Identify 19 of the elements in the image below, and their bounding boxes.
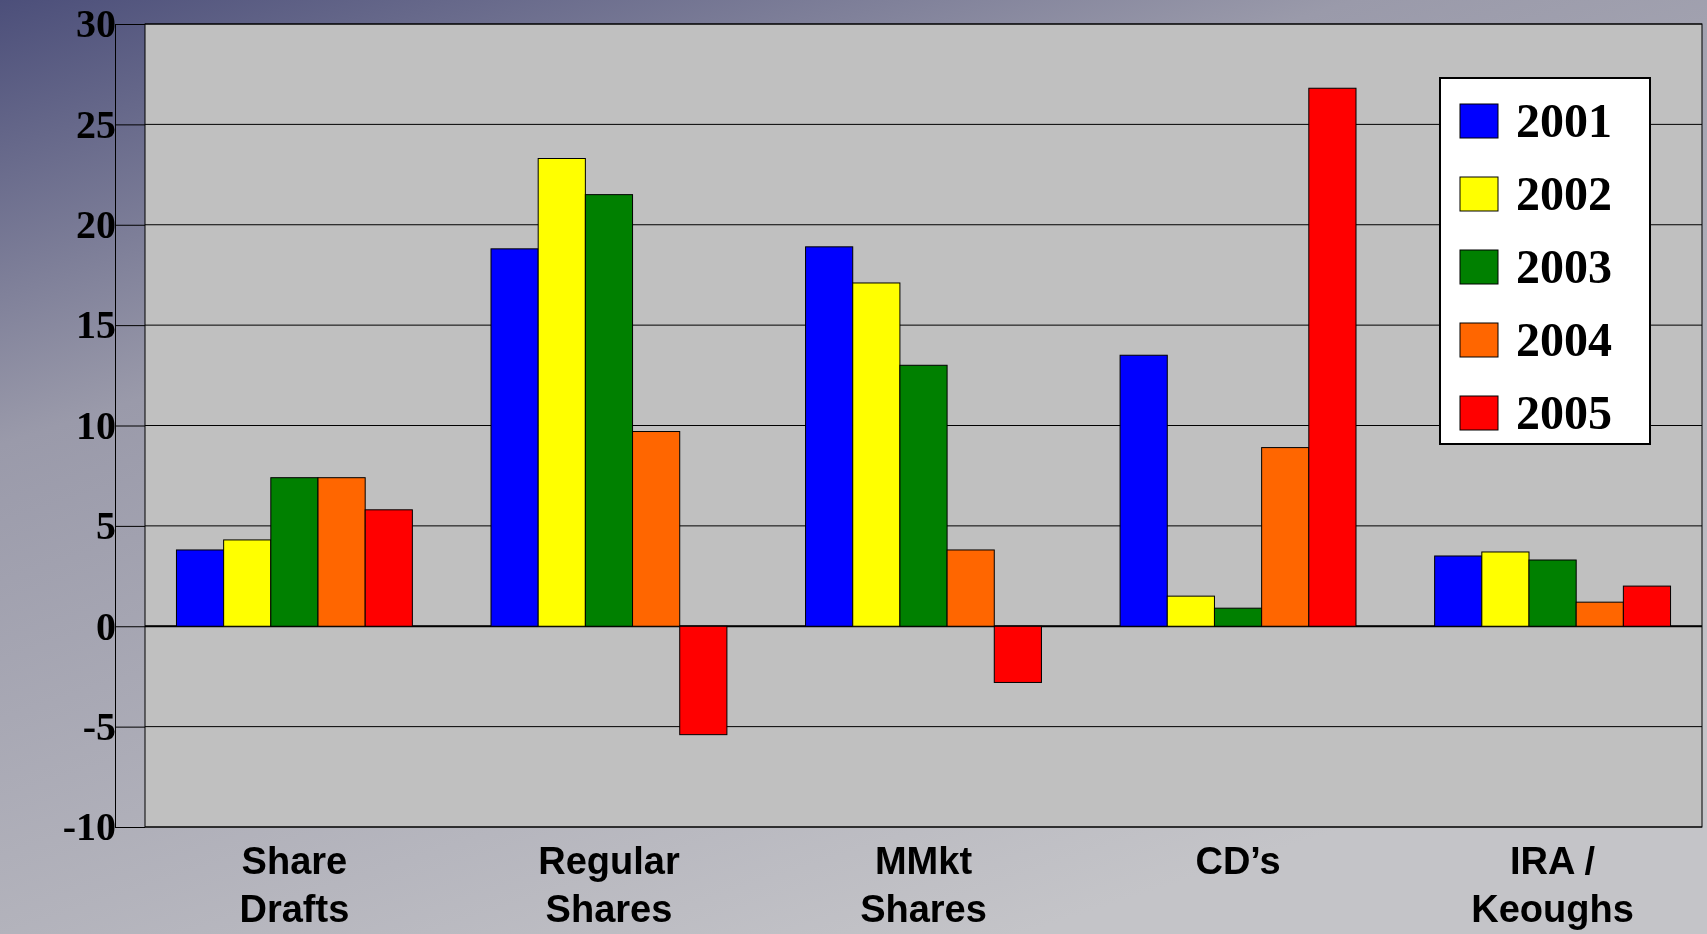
y-tick-label: 5 bbox=[96, 503, 116, 549]
x-tick-label: CD’s bbox=[1195, 840, 1281, 882]
y-tick-label: 15 bbox=[76, 302, 116, 348]
legend-label: 2001 bbox=[1516, 94, 1612, 147]
x-tick-label: IRA / Keoughs bbox=[1471, 840, 1634, 930]
legend-label: 2003 bbox=[1516, 240, 1612, 293]
legend-label: 2002 bbox=[1516, 167, 1612, 220]
y-tick-label: 30 bbox=[76, 1, 116, 47]
y-tick-label: -5 bbox=[82, 703, 116, 749]
y-tick-label: 10 bbox=[76, 402, 116, 448]
x-tick-label: Share Drafts bbox=[239, 840, 350, 930]
x-tick-label: Regular Shares bbox=[538, 840, 680, 930]
y-tick-label: 0 bbox=[96, 603, 116, 649]
y-tick-label: 20 bbox=[76, 202, 116, 248]
legend-label: 2004 bbox=[1516, 313, 1612, 366]
y-tick-label: -10 bbox=[62, 804, 116, 850]
x-tick-label: MMkt Shares bbox=[860, 840, 987, 930]
legend-label: 2005 bbox=[1516, 386, 1612, 439]
y-tick-label: 25 bbox=[76, 101, 116, 147]
